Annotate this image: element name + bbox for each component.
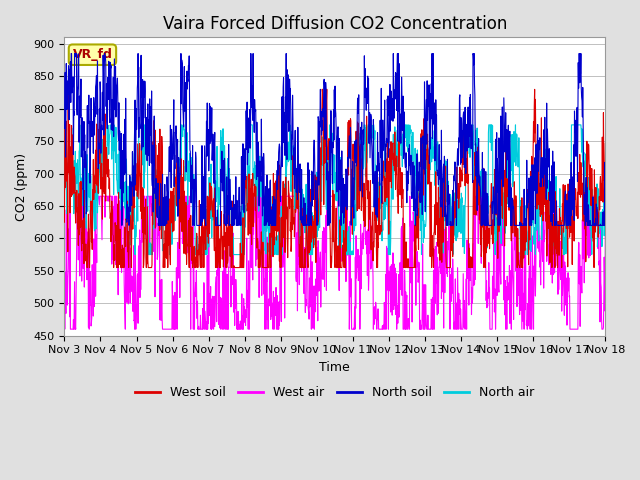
- Title: Vaira Forced Diffusion CO2 Concentration: Vaira Forced Diffusion CO2 Concentration: [163, 15, 507, 33]
- Y-axis label: CO2 (ppm): CO2 (ppm): [15, 153, 28, 220]
- Text: VR_fd: VR_fd: [72, 48, 113, 61]
- X-axis label: Time: Time: [319, 361, 350, 374]
- Legend: West soil, West air, North soil, North air: West soil, West air, North soil, North a…: [130, 381, 540, 404]
